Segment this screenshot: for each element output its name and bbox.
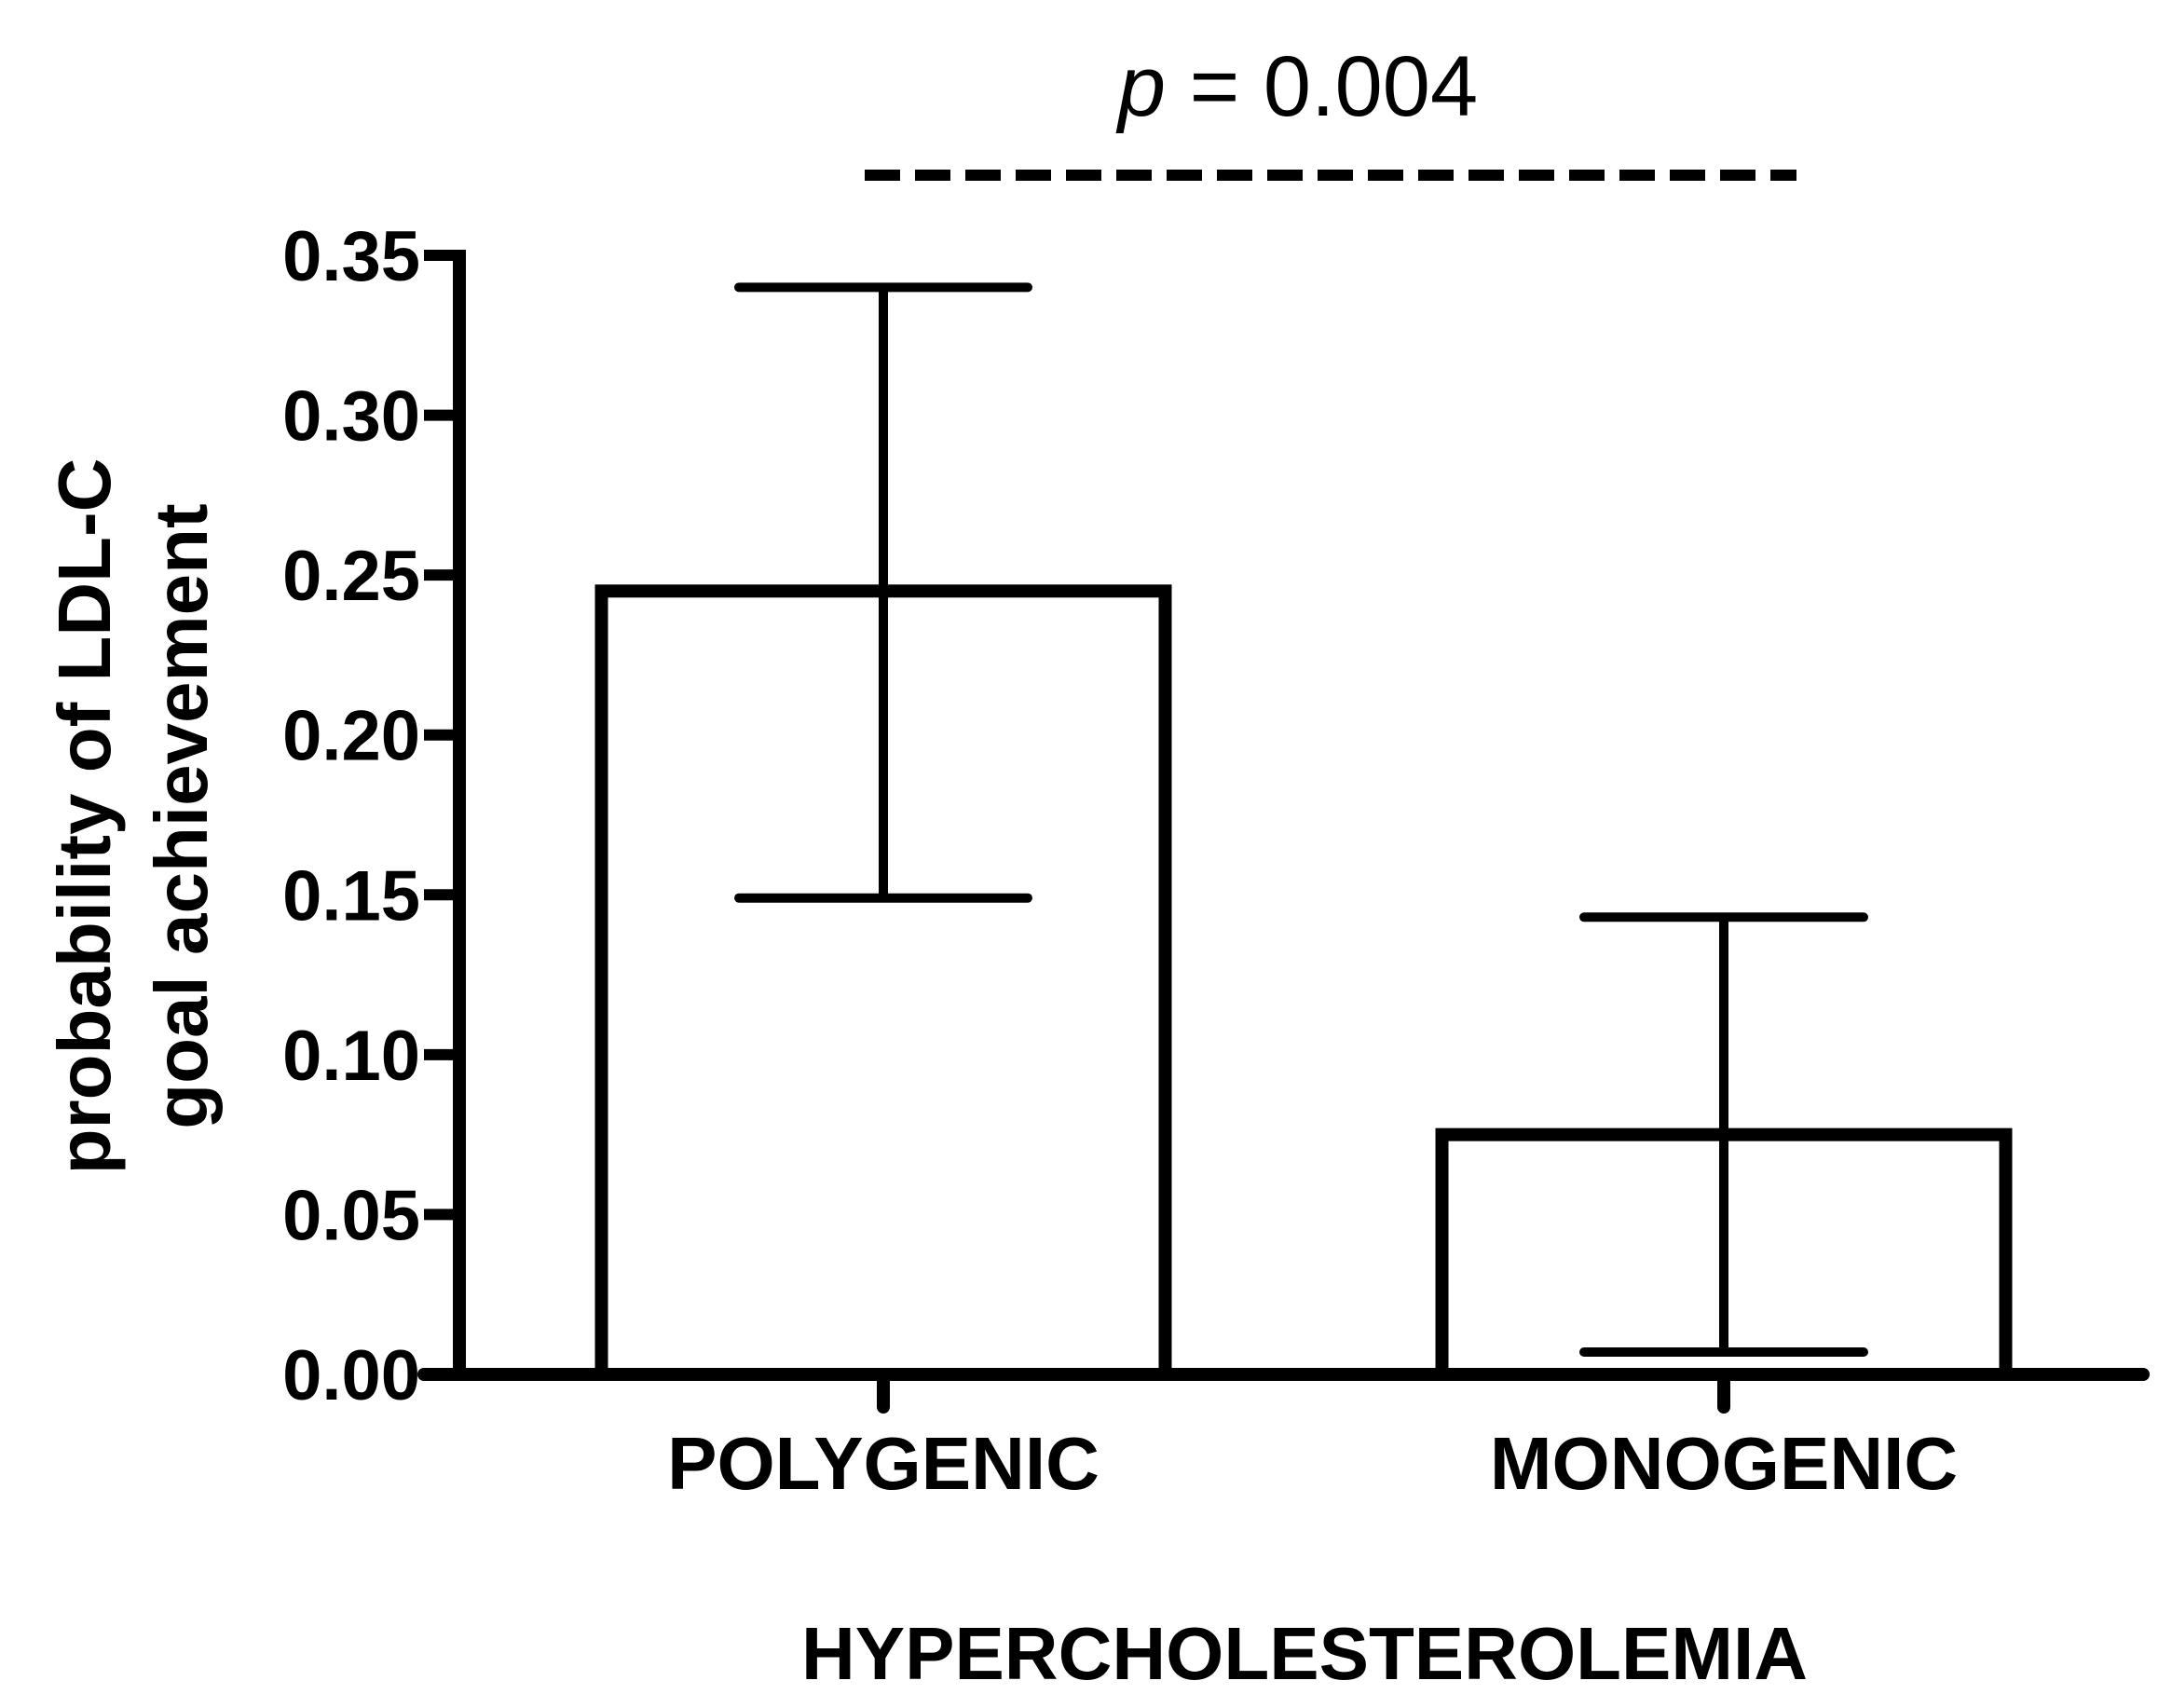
p-value-annotation: p = 0.004 [865,39,1796,181]
y-tick-label: 0.30 [282,377,420,457]
bars [594,584,2013,1381]
y-axis-title-line1: probability of LDL-C [43,458,126,1175]
y-tick-label: 0.00 [282,1336,420,1415]
x-category-label-polygenic: POLYGENIC [667,1422,1100,1505]
y-axis-title-line2: goal achievement [140,503,223,1128]
x-category-label-monogenic: MONOGENIC [1490,1422,1958,1505]
y-tick-label: 0.10 [282,1017,420,1096]
x-axis-categories: POLYGENIC MONOGENIC [667,1368,1958,1505]
y-tick-label: 0.15 [282,856,420,936]
x-axis-title: HYPERCHOLESTEROLEMIA [801,1612,1808,1695]
y-tick-label: 0.05 [282,1176,420,1255]
y-tick-label: 0.20 [282,697,420,776]
y-tick-label: 0.35 [282,217,420,296]
p-symbol: p [1115,39,1166,134]
y-tick-label: 0.25 [282,537,420,616]
y-axis-ticks: 0.00 0.05 0.10 0.15 0.20 0.25 0.30 0.35 [282,217,459,1415]
axes [417,250,2150,1381]
p-value-label: p = 0.004 [1115,39,1478,134]
error-bars [734,282,1868,1357]
p-value-text: = 0.004 [1166,39,1478,134]
